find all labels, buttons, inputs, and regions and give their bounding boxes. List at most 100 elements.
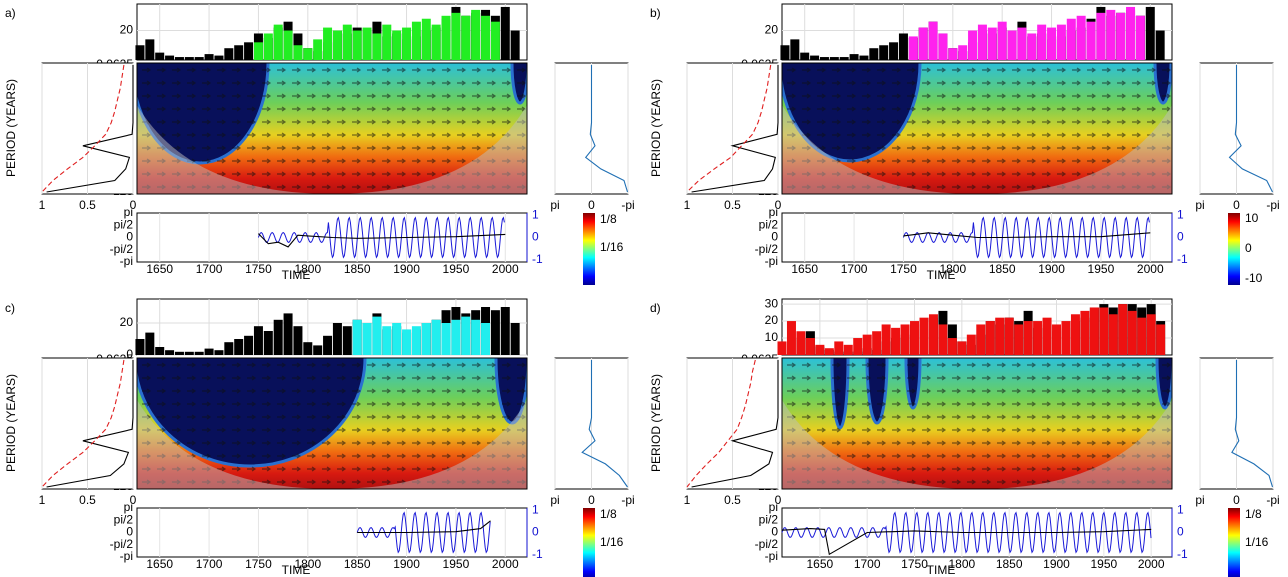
arrow: [247, 119, 257, 125]
y2-tick-label: -1: [532, 252, 543, 266]
arrow: [427, 171, 437, 177]
arrow: [1042, 427, 1052, 433]
arrow: [1057, 145, 1067, 151]
x-tick-label: 1900: [393, 557, 420, 571]
arrow: [862, 171, 872, 177]
arrow: [337, 414, 347, 420]
series-bar: [928, 314, 938, 355]
arrow: [322, 158, 332, 164]
arrow: [847, 67, 857, 73]
arrow: [997, 362, 1007, 368]
arrow: [952, 106, 962, 112]
arrow: [1042, 401, 1052, 407]
arrow: [217, 158, 227, 164]
series-bar: [165, 55, 175, 60]
series-bar: [313, 345, 323, 355]
arrow: [307, 414, 317, 420]
arrow: [397, 67, 407, 73]
arrow: [217, 80, 227, 86]
arrow: [337, 401, 347, 407]
arrow: [247, 388, 257, 394]
series-bar: [777, 341, 787, 355]
arrow: [397, 453, 407, 459]
arrow: [1057, 158, 1067, 164]
series-bar: [849, 54, 859, 60]
arrow: [382, 401, 392, 407]
arrow: [202, 67, 212, 73]
arrow: [892, 158, 902, 164]
series-bar: [1037, 24, 1047, 61]
arrow: [1042, 145, 1052, 151]
arrow: [142, 401, 152, 407]
arrow: [277, 362, 287, 368]
arrow: [1027, 80, 1037, 86]
arrow: [217, 440, 227, 446]
x-tick-label: 0: [588, 198, 595, 212]
arrow: [1147, 362, 1157, 368]
arrow: [172, 427, 182, 433]
arrow: [802, 414, 812, 420]
arrow: [322, 184, 332, 190]
series-bar: [834, 341, 844, 355]
arrow: [847, 145, 857, 151]
arrow: [382, 388, 392, 394]
panel-label: a): [5, 6, 16, 20]
series-line: [357, 520, 491, 534]
arrow: [217, 362, 227, 368]
arrow: [202, 440, 212, 446]
arrow: [427, 67, 437, 73]
arrow: [277, 466, 287, 472]
arrow: [892, 401, 902, 407]
arrow: [442, 401, 452, 407]
heat-frame: [136, 62, 528, 195]
arrow: [427, 440, 437, 446]
arrow: [487, 362, 497, 368]
arrow: [337, 375, 347, 381]
arrow: [157, 375, 167, 381]
arrow: [202, 375, 212, 381]
arrow: [232, 106, 242, 112]
arrow: [292, 427, 302, 433]
arrow: [262, 427, 272, 433]
arrow: [952, 171, 962, 177]
arrow: [1087, 158, 1097, 164]
arrow: [292, 171, 302, 177]
arrow: [787, 362, 797, 368]
series-bar: [872, 331, 882, 355]
arrow: [292, 106, 302, 112]
arrow: [457, 145, 467, 151]
arrow: [397, 171, 407, 177]
arrow: [187, 145, 197, 151]
arrow: [997, 427, 1007, 433]
series-line: [41, 64, 125, 193]
arrow: [982, 453, 992, 459]
arrow: [1162, 80, 1172, 86]
arrow: [142, 67, 152, 73]
series-bar: [1156, 324, 1166, 355]
arrow: [217, 132, 227, 138]
arrow: [172, 362, 182, 368]
arrow: [967, 158, 977, 164]
arrow: [1012, 80, 1022, 86]
arrow: [277, 375, 287, 381]
panel-label: c): [5, 301, 15, 315]
series-bar: [224, 48, 234, 60]
low-power-region: [830, 358, 850, 430]
arrow: [487, 401, 497, 407]
series-bar: [431, 24, 441, 61]
series-bar: [1033, 321, 1043, 355]
series-line: [1231, 360, 1274, 488]
arrow: [367, 479, 377, 485]
arrow: [277, 145, 287, 151]
series-bar: [481, 15, 491, 60]
arrow: [187, 427, 197, 433]
arrow: [817, 93, 827, 99]
series-bar: [421, 323, 431, 355]
series-line: [41, 359, 125, 488]
arrow: [412, 145, 422, 151]
arrow: [817, 106, 827, 112]
y2-tick-label: -1: [1177, 252, 1188, 266]
arrow: [877, 362, 887, 368]
arrow: [382, 184, 392, 190]
